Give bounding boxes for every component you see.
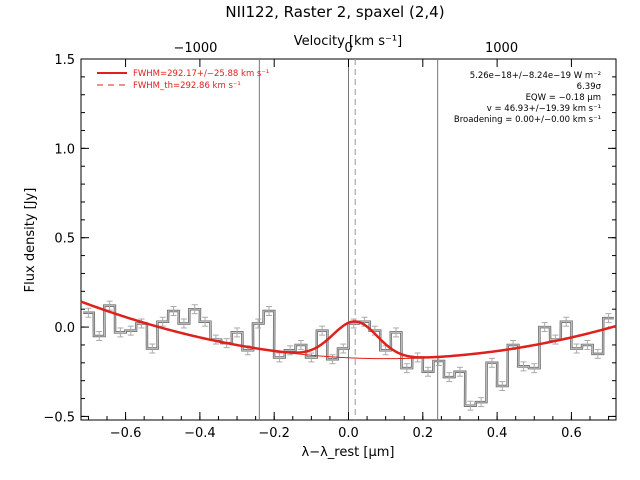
x-tick-label: −0.6 bbox=[110, 426, 142, 441]
chart-title: NII122, Raster 2, spaxel (2,4) bbox=[225, 3, 444, 21]
x-tick-label: 0.2 bbox=[412, 426, 433, 441]
fit-curve bbox=[80, 300, 617, 359]
legend-label: FWHM_th=292.86 km s⁻¹ bbox=[133, 81, 241, 91]
x-tick-label: −0.4 bbox=[184, 426, 216, 441]
annotation-text: EQW = −0.18 μm bbox=[526, 93, 601, 103]
top-tick-label: −1000 bbox=[173, 41, 217, 56]
annotation-text: 5.26e−18+/−8.24e−19 W m⁻² bbox=[470, 71, 601, 81]
annotation-text: Broadening = 0.00+/−0.00 km s⁻¹ bbox=[454, 115, 601, 125]
top-tick-label: 0 bbox=[344, 41, 352, 56]
x-tick-label: 0.0 bbox=[338, 426, 359, 441]
top-tick-label: 1000 bbox=[485, 41, 518, 56]
y-tick-label: 1.5 bbox=[54, 53, 75, 68]
annotation-text: v = 46.93+/−19.39 km s⁻¹ bbox=[487, 104, 601, 114]
annotation-text: 6.39σ bbox=[577, 82, 602, 92]
y-tick-label: 0.0 bbox=[54, 321, 75, 336]
top-axis-label: Velocity [km s⁻¹] bbox=[294, 34, 402, 49]
y-tick-label: 1.0 bbox=[54, 142, 75, 157]
y-axis-label: Flux density [Jy] bbox=[23, 188, 38, 293]
x-tick-label: 0.4 bbox=[487, 426, 508, 441]
y-tick-label: 0.5 bbox=[54, 232, 75, 247]
plot-area: −0.6 −0.4 −0.2 0.0 0.2 0.4 0.6 −1000 0 1000 −0.5 0.… bbox=[43, 41, 617, 441]
y-tick-label: −0.5 bbox=[43, 410, 75, 425]
x-tick-label: −0.2 bbox=[258, 426, 290, 441]
legend-label: FWHM=292.17+/−25.88 km s⁻¹ bbox=[133, 69, 269, 79]
x-tick-label: 0.6 bbox=[561, 426, 582, 441]
x-axis-label: λ−λ_rest [μm] bbox=[302, 445, 395, 460]
